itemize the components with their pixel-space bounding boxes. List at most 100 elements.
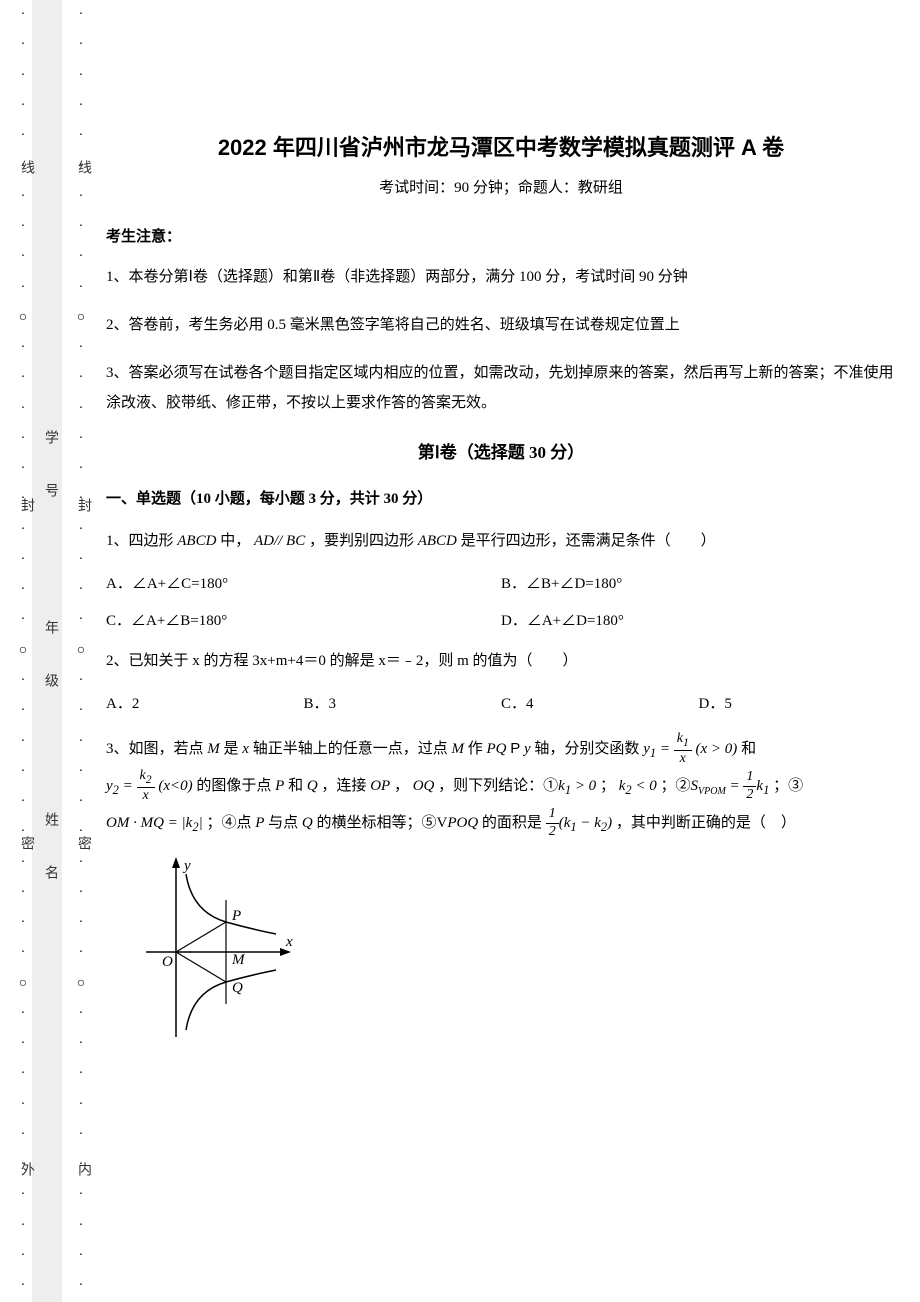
q3-y: y: [524, 741, 531, 757]
q1-options-row1: A．∠A+∠C=180° B．∠B+∠D=180°: [106, 572, 896, 593]
q3-Q: Q: [307, 778, 318, 794]
q3-half2-num: 1: [546, 806, 559, 824]
instruction-3: 3、答案必须写在试卷各个题目指定区域内相应的位置，如需改动，先划掉原来的答案，然…: [106, 358, 896, 418]
q3-eq1-cond: (x > 0): [696, 741, 738, 757]
q3-eq4: =: [168, 815, 178, 831]
q2-option-d: D．5: [699, 692, 897, 713]
q3-p1: 3、如图，若点: [106, 741, 204, 757]
notice-heading: 考生注意：: [106, 225, 896, 246]
q1-option-a: A．∠A+∠C=180°: [106, 572, 501, 593]
q3-frac-half: 12: [743, 769, 756, 804]
q3-eq1-numsub: 1: [683, 736, 689, 749]
q1-cond: AD// BC: [254, 533, 305, 549]
q3-eq2-den: x: [137, 788, 155, 805]
q3-t17: 的面积是: [482, 815, 542, 831]
q3-t8: ，连接: [321, 778, 366, 794]
q3-OQ: OQ: [413, 778, 435, 794]
q1-shape: ABCD: [177, 533, 216, 549]
O-label: O: [162, 954, 173, 970]
q1-option-b: B．∠B+∠D=180°: [501, 572, 896, 593]
inner-label-xian: 线: [73, 160, 93, 186]
M-label: M: [231, 952, 246, 968]
q3-t10: ，则下列结论：①: [438, 778, 558, 794]
page-title: 2022 年四川省泸州市龙马潭区中考数学模拟真题测评 A 卷: [106, 130, 896, 162]
gray-label-number: 学 号: [40, 430, 60, 509]
q3-t1: 是: [224, 741, 239, 757]
q3-eq2-numsub: 2: [146, 773, 152, 786]
q3-M2: M: [451, 741, 464, 757]
question-2: 2、已知关于 x 的方程 3x+m+4＝0 的解是 x＝﹣2，则 m 的值为（ …: [106, 646, 896, 676]
q3-t9: ，: [394, 778, 409, 794]
binding-margin: ······· ···○··· ······· ○······ ····○·· …: [0, 0, 100, 1302]
lower-curve: [186, 970, 276, 1030]
question-3: 3、如图，若点 M 是 x 轴正半轴上的任意一点，过点 M 作 PQ P y 轴…: [106, 731, 896, 842]
Q-label: Q: [232, 980, 243, 996]
outer-label-xian: 线: [16, 160, 36, 186]
q3-chart: y x O P M Q: [136, 852, 896, 1057]
outer-label-wai: 外: [16, 1162, 36, 1188]
q3-minus: −: [577, 815, 595, 831]
inner-label-feng: 封: [73, 498, 93, 524]
q1-prefix: 1、四边形: [106, 533, 174, 549]
upper-curve: [186, 874, 276, 934]
inner-label-mi: 密: [73, 836, 93, 862]
q3-PQ: PQ: [486, 741, 506, 757]
q3-parallel: P: [510, 740, 520, 757]
q3-eq: =: [660, 741, 674, 757]
q3-t15: 与点: [268, 815, 298, 831]
q3-Q2: Q: [302, 815, 313, 831]
q1-option-d: D．∠A+∠D=180°: [501, 609, 896, 630]
q3-c1: k: [558, 778, 565, 794]
q3-k1sub: 1: [763, 783, 769, 797]
q1-mid: 中，: [220, 533, 250, 549]
q3-P: P: [275, 778, 284, 794]
outer-label-feng: 封: [16, 498, 36, 524]
q1-tail: 是平行四边形，还需满足条件（ ）: [461, 533, 716, 549]
q3-diff-k2: k: [594, 815, 601, 831]
oq-line: [176, 952, 226, 982]
q3-c1rest: > 0: [571, 778, 596, 794]
q3-t6: 的图像于点: [196, 778, 271, 794]
q3-t7: 和: [288, 778, 303, 794]
q3-t16: 的横坐标相等；⑤V: [317, 815, 448, 831]
q3-eq2: =: [123, 778, 137, 794]
q3-half-den: 2: [743, 787, 756, 804]
q3-t12: ；②: [661, 778, 691, 794]
inner-label-nei: 内: [73, 1162, 93, 1188]
gray-label-name: 姓 名: [40, 812, 60, 891]
instruction-1: 1、本卷分第Ⅰ卷（选择题）和第Ⅱ卷（非选择题）两部分，满分 100 分，考试时间…: [106, 262, 896, 292]
section-1-title: 第Ⅰ卷（选择题 30 分）: [106, 438, 896, 463]
q3-t14: ；④点: [206, 815, 251, 831]
y-label: y: [182, 858, 191, 874]
q3-eq2-sub: 2: [113, 783, 119, 797]
x-label: x: [285, 934, 293, 950]
q3-P2: P: [255, 815, 264, 831]
q1-shape2: ABCD: [418, 533, 457, 549]
q3-POQ: POQ: [447, 815, 478, 831]
q1-options-row2: C．∠A+∠B=180° D．∠A+∠D=180°: [106, 609, 896, 630]
q3-eq3: =: [730, 778, 744, 794]
q3-x: x: [242, 741, 249, 757]
chart-svg: y x O P M Q: [136, 852, 296, 1052]
q3-M: M: [207, 741, 220, 757]
q3-t3: 作: [468, 741, 483, 757]
q2-option-c: C．4: [501, 692, 699, 713]
q3-eq1-den: x: [674, 751, 692, 768]
gray-label-grade: 年 级: [40, 620, 60, 699]
q3-t5: 和: [741, 741, 756, 757]
instruction-2: 2、答卷前，考生务必用 0.5 毫米黑色签字笔将自己的姓名、班级填写在试卷规定位…: [106, 310, 896, 340]
q3-S: S: [691, 778, 699, 794]
q3-t13: ；③: [773, 778, 803, 794]
q3-eq2-lhs: y: [106, 778, 113, 794]
q3-c2rest: < 0: [632, 778, 657, 794]
q3-frac-half2: 12: [546, 806, 559, 841]
q3-abs-close: |: [199, 815, 203, 831]
outer-dots-column: ······· ···○··· ······· ○······ ····○·· …: [18, 0, 28, 1302]
q3-half-num: 1: [743, 769, 756, 787]
q1-rest: ，要判别四边形: [309, 533, 414, 549]
q3-OM: OM · MQ: [106, 815, 164, 831]
q3-t18: ，其中判断正确的是（ ）: [616, 815, 796, 831]
q3-t4: 轴，分别交函数: [534, 741, 639, 757]
q3-t11: ；: [600, 778, 615, 794]
op-line: [176, 922, 226, 952]
